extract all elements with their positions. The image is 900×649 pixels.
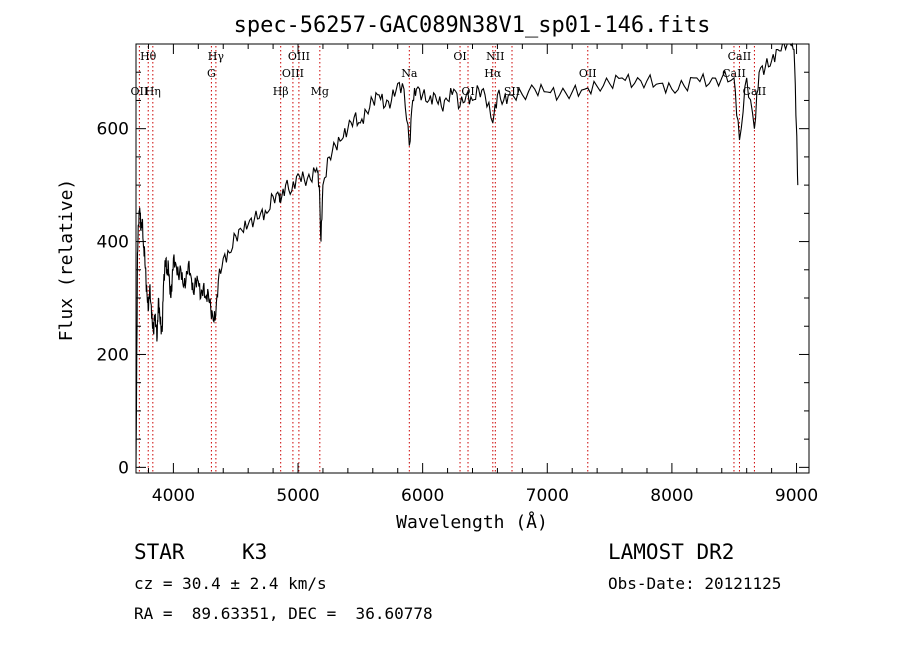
line-label: OIII bbox=[288, 50, 310, 63]
line-label: Hβ bbox=[273, 85, 289, 98]
object-class: STAR bbox=[134, 540, 185, 564]
x-tick-label: 4000 bbox=[152, 486, 195, 506]
axis-ticks bbox=[136, 43, 809, 473]
observation-date: Obs-Date: 20121125 bbox=[608, 574, 782, 593]
line-label: OII bbox=[579, 67, 597, 80]
chart-title: spec-56257-GAC089N38V1_sp01-146.fits bbox=[234, 13, 711, 38]
survey-name: LAMOST DR2 bbox=[608, 540, 735, 564]
line-label: Na bbox=[401, 67, 418, 80]
y-tick-label: 200 bbox=[97, 345, 129, 365]
coordinates: RA = 89.63351, DEC = 36.60778 bbox=[134, 604, 433, 623]
plot-frame bbox=[135, 43, 810, 474]
line-label: Hγ bbox=[208, 50, 225, 63]
line-label: Hα bbox=[484, 67, 502, 80]
redshift-cz: cz = 30.4 ± 2.4 km/s bbox=[134, 574, 327, 593]
x-tick-label: 6000 bbox=[401, 486, 444, 506]
y-tick-label: 600 bbox=[97, 120, 129, 140]
x-tick-label: 9000 bbox=[775, 486, 818, 506]
y-tick-label: 0 bbox=[118, 458, 129, 478]
line-label: CaII bbox=[722, 67, 746, 80]
line-label: Mg bbox=[311, 85, 329, 98]
line-label: CaII bbox=[728, 50, 752, 63]
spectrum-line bbox=[135, 42, 799, 468]
line-label: OII bbox=[131, 85, 149, 98]
line-label: CaII bbox=[743, 85, 767, 98]
line-marker-layer bbox=[138, 46, 755, 472]
line-label: Hη bbox=[145, 85, 161, 98]
axis-tick-labels: 4000 5000 6000 7000 8000 9000 0 200 400 600 bbox=[97, 120, 819, 506]
x-tick-label: 5000 bbox=[276, 486, 319, 506]
y-axis-label: Flux (relative) bbox=[56, 179, 77, 342]
line-label: NII bbox=[486, 50, 504, 63]
y-tick-label: 400 bbox=[97, 233, 129, 253]
line-label: G bbox=[207, 67, 216, 80]
x-axis-label: Wavelength (Å) bbox=[396, 511, 548, 533]
x-tick-label: 8000 bbox=[650, 486, 693, 506]
line-label: Hθ bbox=[140, 50, 157, 63]
line-label: OI bbox=[453, 50, 466, 63]
object-subclass: K3 bbox=[242, 540, 268, 564]
x-tick-label: 7000 bbox=[526, 486, 569, 506]
line-label: OIII bbox=[282, 67, 304, 80]
